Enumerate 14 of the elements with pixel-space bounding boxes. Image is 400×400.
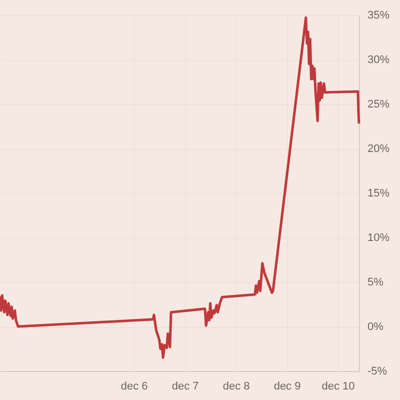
y-tick-label: 15% bbox=[368, 188, 390, 200]
x-tick-label: dec 6 bbox=[120, 380, 148, 392]
y-tick-label: 20% bbox=[368, 143, 390, 155]
y-tick-label: 5% bbox=[368, 276, 384, 288]
y-tick-label: -5% bbox=[368, 366, 388, 378]
y-tick-label: 0% bbox=[368, 321, 384, 333]
y-tick-label: 25% bbox=[368, 98, 390, 110]
y-tick-label: 30% bbox=[368, 54, 390, 66]
x-tick-label: dec 7 bbox=[172, 380, 199, 392]
x-tick-label: dec 10 bbox=[322, 380, 355, 392]
x-tick-label: dec 9 bbox=[274, 380, 301, 392]
y-tick-label: 10% bbox=[368, 232, 390, 244]
x-tick-label: dec 8 bbox=[222, 380, 250, 392]
y-tick-label: 35% bbox=[368, 10, 390, 22]
